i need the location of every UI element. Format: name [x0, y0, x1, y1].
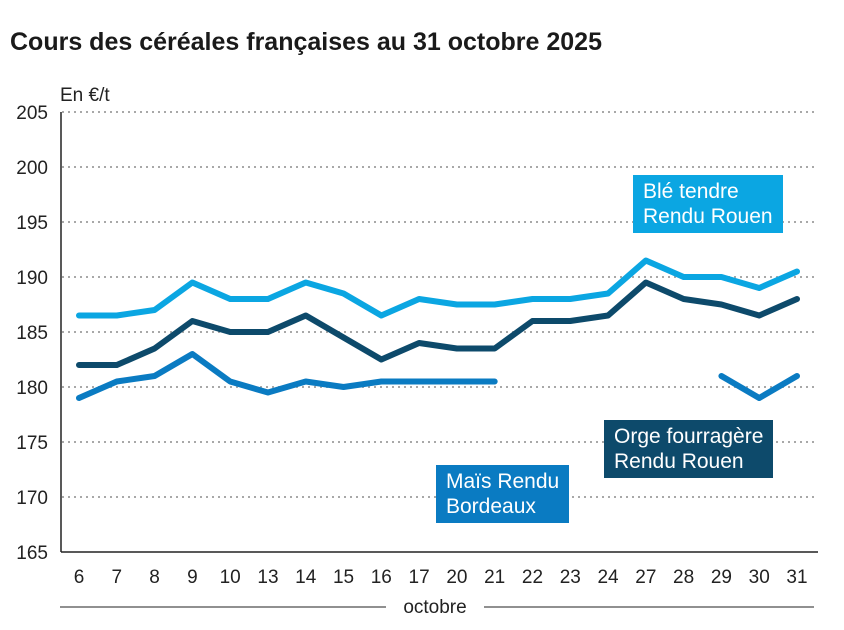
x-tick-label: 14: [295, 567, 317, 588]
x-tick-label: 9: [187, 567, 198, 588]
y-tick-label: 170: [16, 488, 48, 509]
legend-line: Maïs Rendu: [446, 470, 560, 493]
series-line-2: [76, 351, 498, 401]
series-line-1: [76, 279, 800, 368]
x-tick-label: 13: [257, 567, 278, 588]
legend-line: Blé tendre: [643, 180, 739, 203]
x-tick-label: 23: [560, 567, 581, 588]
legend-label-orge: Orge fourragère Rendu Rouen: [604, 420, 774, 478]
x-tick-label: 17: [409, 567, 430, 588]
x-tick-label: 28: [673, 567, 694, 588]
legend-label-mais: Maïs Rendu Bordeaux: [436, 465, 570, 523]
x-tick-label: 24: [597, 567, 619, 588]
y-tick-label: 175: [16, 433, 48, 454]
x-tick-label: 21: [484, 567, 505, 588]
x-tick-label: 6: [74, 567, 85, 588]
x-tick-label: 30: [749, 567, 770, 588]
y-tick-label: 180: [16, 378, 48, 399]
x-tick-label: 22: [522, 567, 543, 588]
y-tick-label: 165: [16, 543, 48, 564]
legend-line: Rendu Rouen: [643, 205, 773, 228]
y-tick-label: 190: [16, 268, 48, 289]
legend-line: Bordeaux: [446, 495, 536, 518]
y-axis-label: En €/t: [60, 85, 110, 106]
x-tick-label: 8: [149, 567, 160, 588]
y-tick-label: 200: [16, 158, 48, 179]
x-tick-label: 7: [112, 567, 123, 588]
series-line-0: [76, 257, 800, 319]
x-tick-label: 20: [446, 567, 467, 588]
legend-line: Orge fourragère: [614, 425, 764, 448]
x-tick-label: 27: [635, 567, 656, 588]
x-tick-label: 16: [371, 567, 392, 588]
x-tick-label: 15: [333, 567, 354, 588]
x-axis-label: octobre: [403, 597, 466, 618]
y-tick-label: 195: [16, 213, 48, 234]
x-tick-label: 29: [711, 567, 732, 588]
legend-line: Rendu Rouen: [614, 450, 744, 473]
x-tick-label: 31: [786, 567, 807, 588]
series-line-2: [718, 373, 800, 401]
y-tick-label: 185: [16, 323, 48, 344]
legend-label-ble: Blé tendre Rendu Rouen: [633, 175, 783, 233]
chart-title: Cours des céréales françaises au 31 octo…: [10, 28, 602, 56]
x-tick-label: 10: [220, 567, 241, 588]
y-tick-label: 205: [16, 103, 48, 124]
